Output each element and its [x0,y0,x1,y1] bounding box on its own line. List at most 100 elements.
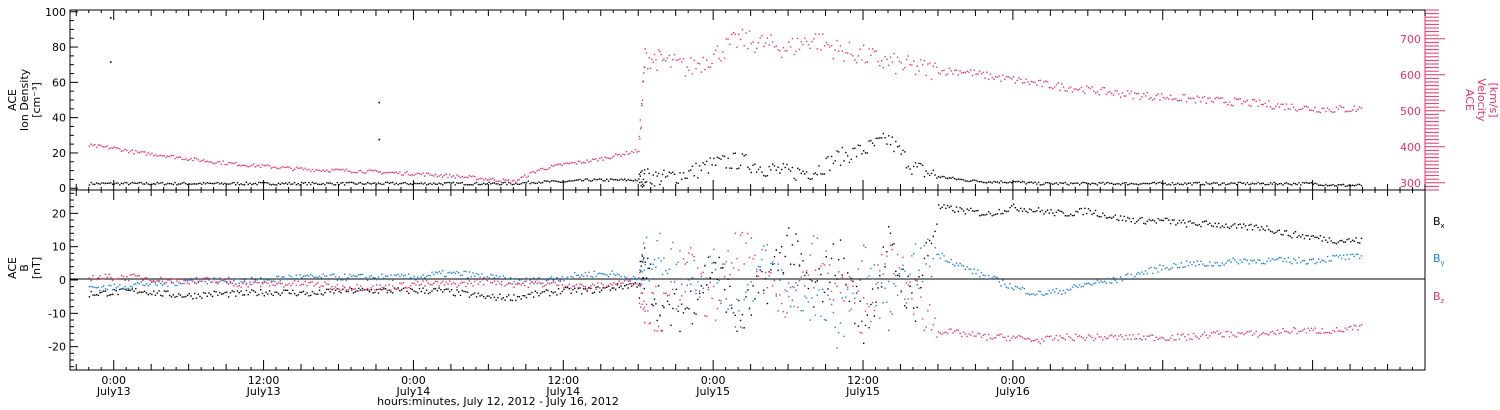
velocity-point [424,175,426,177]
density-point [1344,185,1347,187]
by-point [1239,259,1241,261]
velocity-point [1125,95,1127,97]
bz-point [224,279,226,281]
velocity-point [725,38,727,40]
bx-point [502,297,504,299]
bx-point [659,315,661,317]
bz-point [697,267,699,269]
bz-point [797,306,799,308]
by-point [880,282,883,284]
velocity-point [529,172,531,174]
by-point [732,311,735,314]
by-point [1093,282,1095,285]
by-point [452,271,455,273]
velocity-point [1357,108,1359,111]
density-point [436,183,438,185]
bx-point [582,288,585,290]
bx-point [1241,226,1243,229]
bx-point [267,293,269,295]
by-point [1109,281,1111,284]
velocity-point [208,161,210,163]
density-point [574,179,576,182]
by-point [975,273,977,275]
by-point [1344,258,1347,261]
density-point [954,178,956,180]
by-point [240,280,242,283]
velocity-point [772,41,774,43]
density-axis-label-line-1: ACE [6,89,19,111]
by-point [495,274,497,277]
by-point [834,326,836,329]
by-point [1011,287,1013,289]
bx-point [756,275,758,277]
velocity-point [866,61,868,63]
by-point [236,278,239,280]
bz-point [465,285,467,288]
bx-point [1016,209,1018,211]
velocity-point [197,159,199,161]
bz-point [1011,337,1013,339]
velocity-point [124,148,126,150]
velocity-point [554,164,556,166]
by-point [1307,262,1309,265]
bz-point [611,284,613,286]
velocity-point [606,157,608,159]
by-point [645,236,648,238]
velocity-point [716,45,719,47]
by-point [541,282,544,284]
bz-point [1307,327,1309,329]
density-point [1360,184,1363,187]
velocity-point [1335,106,1338,108]
density-point [1139,183,1141,185]
velocity-point [613,155,615,157]
by-point [709,255,711,258]
bx-point [1250,223,1252,226]
velocity-point [336,168,339,170]
bx-point [376,288,378,291]
by-point [913,253,915,255]
density-point [579,178,581,181]
density-point [891,136,893,138]
bz-point [1332,329,1334,332]
by-point [591,276,594,278]
velocity-point [1273,108,1275,110]
velocity-point [260,166,262,168]
bx-point [454,295,456,297]
density-point [1009,181,1011,183]
velocity-point [848,41,851,44]
by-point [345,279,347,282]
by-point [365,276,367,279]
by-point [814,314,817,316]
bz-point [1232,334,1234,336]
density-point [1219,184,1222,186]
bz-point [106,276,108,278]
velocity-point [475,179,478,181]
bz-point [306,284,308,287]
legend-by: By [1433,252,1445,267]
bz-point [1119,334,1122,336]
density-point [465,183,467,186]
by-point [256,279,258,281]
bz-point [445,281,447,283]
field-tick-label: -20 [48,341,66,354]
by-point [388,278,390,281]
velocity-point [285,166,287,169]
velocity-point [1025,78,1027,80]
bz-point [927,310,929,312]
by-point [850,308,852,310]
density-point [1178,183,1181,186]
density-point [1052,183,1054,185]
bz-point [588,287,590,290]
by-point [707,288,710,291]
bx-point [1082,213,1084,216]
by-point [286,278,289,281]
bx-point [791,244,794,246]
by-point [1209,261,1211,263]
bz-point [666,294,669,297]
density-point [1130,182,1132,184]
velocity-point [798,48,801,51]
density-point [1259,183,1261,185]
by-point [607,276,610,278]
by-point [376,279,378,281]
bx-point [183,296,185,298]
